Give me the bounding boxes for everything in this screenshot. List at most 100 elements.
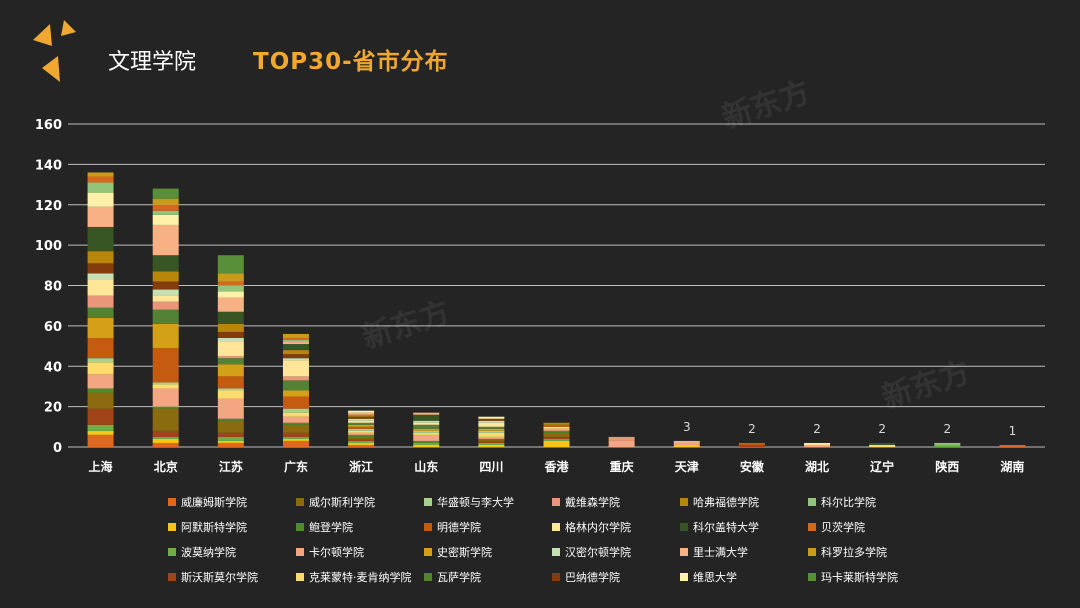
y-tick-label: 100 <box>35 239 62 254</box>
legend-item: 科尔盖特大学 <box>680 514 808 539</box>
legend-label: 瓦萨学院 <box>437 570 481 584</box>
bar-segment <box>217 436 244 441</box>
bar-segment <box>282 350 309 355</box>
y-tick-label: 140 <box>35 158 62 173</box>
legend-label: 史密斯学院 <box>437 545 492 559</box>
bar-segment <box>348 438 375 441</box>
bar-segment <box>478 436 505 439</box>
legend-label: 维思大学 <box>693 570 737 584</box>
legend-label: 汉密尔顿学院 <box>565 545 631 559</box>
legend-item: 汉密尔顿学院 <box>552 539 680 564</box>
x-tick-label: 天津 <box>675 459 699 474</box>
legend-item: 瓦萨学院 <box>424 564 552 589</box>
bar-segment <box>152 438 179 443</box>
bar-segment <box>282 358 309 361</box>
legend-swatch <box>808 572 816 581</box>
bar-segment <box>348 440 375 443</box>
x-tick-label: 浙江 <box>349 459 373 474</box>
bar-segment <box>282 344 309 351</box>
bar-segment <box>543 426 570 429</box>
legend-item: 威廉姆斯学院 <box>168 489 296 514</box>
bar-segment <box>87 172 114 177</box>
legend-label: 克莱蒙特·麦肯纳学院 <box>309 570 412 584</box>
legend-label: 威廉姆斯学院 <box>181 495 247 509</box>
bar-segment <box>87 307 114 318</box>
bar-segment <box>152 289 179 296</box>
legend-item: 戴维森学院 <box>552 489 680 514</box>
bar-segment <box>282 436 309 439</box>
bar-segment <box>152 408 179 431</box>
bar-segment <box>152 323 179 349</box>
bar-segment <box>478 440 505 443</box>
bar-segment <box>87 182 114 193</box>
bar-segment <box>348 412 375 415</box>
legend-item: 波莫纳学院 <box>168 539 296 564</box>
bar-segment <box>413 428 440 431</box>
bar-segment <box>282 337 309 341</box>
bar-segment <box>217 281 244 286</box>
bar-segment <box>543 428 570 431</box>
bar-segment <box>217 440 244 443</box>
y-tick-label: 40 <box>44 360 62 375</box>
x-tick-label: 安徽 <box>740 459 765 474</box>
bar-segment <box>282 424 309 433</box>
bar-segment <box>152 348 179 383</box>
bar-segment <box>413 444 440 447</box>
bar-segment <box>543 424 570 427</box>
bar-segment <box>217 398 244 419</box>
bar-segment <box>348 426 375 429</box>
legend-swatch <box>296 547 304 556</box>
legend-item: 明德学院 <box>424 514 552 539</box>
bar-segment <box>152 442 179 447</box>
bar-segment <box>87 263 114 274</box>
bar-segment <box>934 444 961 447</box>
legend-swatch <box>424 547 432 556</box>
bar-segment <box>413 434 440 441</box>
legend-swatch <box>680 497 688 506</box>
bar-segment <box>152 188 179 199</box>
bar-segment <box>348 442 375 445</box>
bar-segment <box>348 418 375 421</box>
legend-swatch <box>680 572 688 581</box>
bar-segment <box>217 323 244 332</box>
bar-segment <box>543 430 570 433</box>
bar-segment <box>478 444 505 447</box>
legend-swatch <box>296 522 304 531</box>
legend-label: 里士满大学 <box>693 545 748 559</box>
legend-swatch <box>424 522 432 531</box>
bar-segment <box>282 360 309 377</box>
legend-label: 斯沃斯莫尔学院 <box>181 570 258 584</box>
bar-segment <box>348 444 375 447</box>
bar-segment <box>282 354 309 359</box>
bar-segment <box>87 295 114 308</box>
bar-segment <box>87 388 114 393</box>
legend-swatch <box>296 572 304 581</box>
bar-segment <box>282 340 309 343</box>
bar-segment <box>152 210 179 215</box>
bar-segment <box>152 430 179 437</box>
bar-segment <box>87 374 114 389</box>
legend-swatch <box>168 497 176 506</box>
legend-item: 阿默斯特学院 <box>168 514 296 539</box>
bar-segment <box>348 432 375 435</box>
page-subtitle: 文理学院 <box>108 50 197 75</box>
legend-item: 科罗拉多学院 <box>808 539 936 564</box>
legend-item: 史密斯学院 <box>424 539 552 564</box>
bar-segment <box>478 432 505 437</box>
bar-segment <box>543 432 570 437</box>
bar-segment <box>282 408 309 413</box>
legend-label: 科尔盖特大学 <box>693 520 759 534</box>
legend-label: 阿默斯特学院 <box>181 520 247 534</box>
x-tick-label: 江苏 <box>219 459 243 474</box>
bar-segment <box>217 418 244 421</box>
legend-label: 威尔斯利学院 <box>309 495 375 509</box>
x-tick-label: 广东 <box>284 459 308 474</box>
bar-segment <box>217 388 244 391</box>
bar-segment <box>478 430 505 433</box>
bar-segment <box>152 388 179 407</box>
bar-segment <box>152 406 179 409</box>
legend-label: 科尔比学院 <box>821 495 876 509</box>
y-tick-label: 0 <box>53 441 62 456</box>
bar-segment <box>282 416 309 423</box>
legend-label: 波莫纳学院 <box>181 545 236 559</box>
